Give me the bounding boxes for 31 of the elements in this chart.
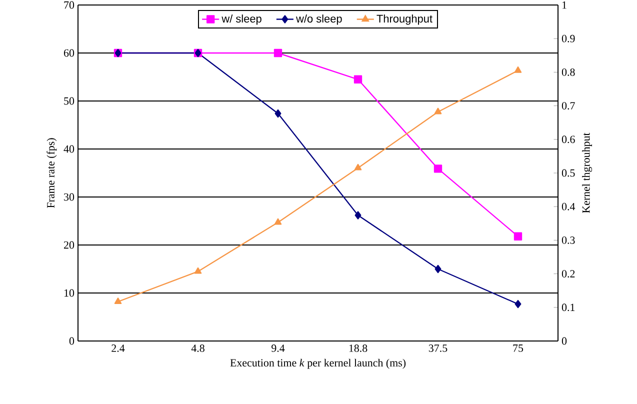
- x-tick-label: 9.4: [272, 344, 285, 352]
- y2-tick-label: 1: [562, 1, 566, 9]
- x-axis-title: Execution time k per kernel launch (ms): [230, 358, 406, 369]
- y-tick-label: 70: [64, 1, 74, 9]
- x-tick-label: 75: [513, 344, 524, 352]
- legend-label: Throughput: [376, 14, 432, 25]
- legend-label: w/ sleep: [222, 14, 262, 25]
- x-tick-label: 37.5: [428, 344, 448, 352]
- y2-tick-label: 0.7: [562, 102, 575, 110]
- y2-tick-label: 0: [562, 337, 567, 345]
- y2-tick-label: 0.1: [562, 304, 575, 312]
- x-tick-label: 4.8: [191, 344, 204, 352]
- y2-tick-label: 0.4: [562, 202, 576, 210]
- y2-tick-label: 0.6: [562, 136, 575, 144]
- x-tick-label: 18.8: [349, 344, 368, 352]
- legend-label: w/o sleep: [296, 14, 342, 25]
- y-tick-label: 30: [64, 193, 74, 201]
- y2-tick-label: 0.2: [562, 270, 575, 278]
- y-axis-title: Frame rate (fps): [46, 138, 57, 208]
- y-tick-label: 40: [64, 145, 74, 153]
- y-tick-label: 50: [64, 97, 74, 105]
- y2-axis-title: Kernel thgrouhput: [582, 132, 592, 214]
- y-tick-label: 60: [64, 49, 74, 57]
- y2-tick-label: 0.3: [562, 236, 575, 244]
- y2-tick-label: 0.8: [562, 68, 575, 76]
- x-tick-label: 2.4: [112, 344, 125, 352]
- y2-tick-label: 0.9: [562, 34, 575, 42]
- y-tick-label: 0: [69, 337, 74, 345]
- y-tick-label: 20: [64, 241, 74, 249]
- y-tick-label: 10: [64, 289, 74, 297]
- y2-tick-label: 0.5: [562, 169, 575, 177]
